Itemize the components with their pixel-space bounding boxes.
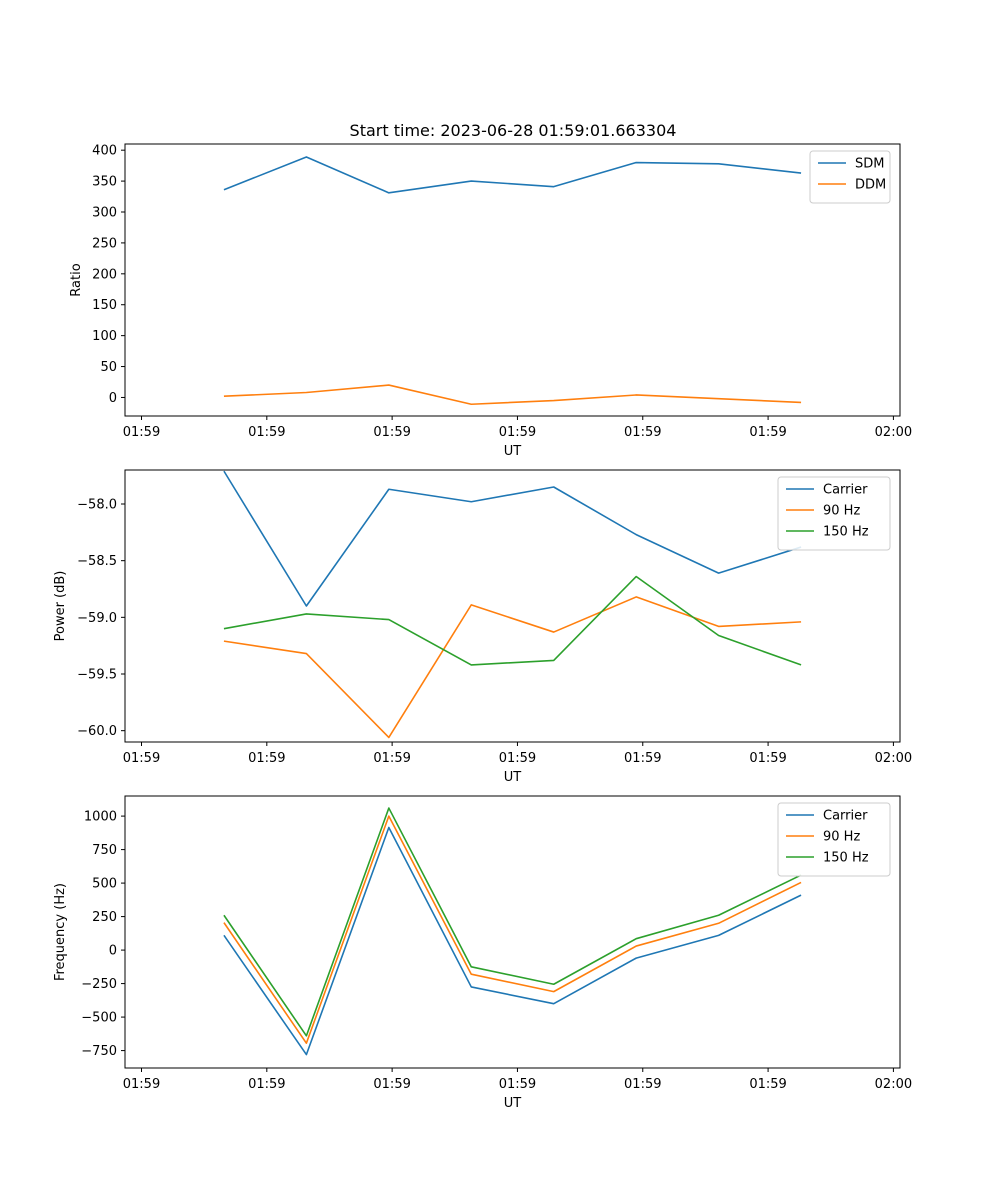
chart-0-y-tick-label: 200 <box>92 267 117 282</box>
chart-1-series-1-line <box>223 596 802 739</box>
chart-1-x-tick-label: 01:59 <box>123 751 160 766</box>
chart-2-legend-label: 90 Hz <box>823 830 860 845</box>
chart-0-legend-box <box>809 150 891 204</box>
chart-2-y-tick-label: −750 <box>81 1044 117 1059</box>
chart-1-x-tick-label: 01:59 <box>248 751 285 766</box>
chart-0-y-tick-label: 250 <box>92 236 117 251</box>
chart-2-x-axis-label: UT <box>504 1096 522 1111</box>
chart-2-legend: Carrier 90 Hz 150 Hz <box>777 802 891 877</box>
chart-0-axes-frame <box>124 143 901 417</box>
chart-2-legend-label: Carrier <box>823 809 868 824</box>
chart-0-x-tick-label: 01:59 <box>624 425 661 440</box>
chart-0-legend: SDM DDM <box>809 150 891 204</box>
chart-2-y-tick-label: −500 <box>81 1011 117 1026</box>
chart-2-series-2-line <box>223 807 802 1037</box>
chart-2-series-0-line <box>223 826 802 1056</box>
chart-0-legend-label: SDM <box>855 157 884 172</box>
chart-0-y-tick-label: 0 <box>109 391 117 406</box>
chart-2-y-tick-label: −250 <box>81 977 117 992</box>
chart-2-x-tick-label: 02:00 <box>875 1077 912 1092</box>
chart-1-y-tick-label: −59.0 <box>77 611 117 626</box>
chart-0-y-tick-label: 150 <box>92 298 117 313</box>
chart-0-x-tick-label: 02:00 <box>875 425 912 440</box>
chart-1-y-tick-label: −59.5 <box>77 668 117 683</box>
chart-2-y-axis-label: Frequency (Hz) <box>53 883 68 981</box>
chart-1-x-tick-label: 02:00 <box>875 751 912 766</box>
chart-2-series-1-line <box>223 815 802 1045</box>
chart-0-x-tick-label: 01:59 <box>499 425 536 440</box>
chart-2-x-tick-label: 01:59 <box>248 1077 285 1092</box>
chart-2-y-tick-label: 1000 <box>84 810 117 825</box>
chart-0-y-tick-label: 50 <box>100 360 117 375</box>
chart-2-panel: 01:59 01:59 01:59 01:59 01:59 01:59 02:00 −750 −… <box>53 795 912 1111</box>
chart-1-legend-label: 150 Hz <box>823 525 869 540</box>
chart-1-axes-frame <box>124 469 901 743</box>
chart-1-y-tick-label: −60.0 <box>77 724 117 739</box>
chart-1-x-axis-label: UT <box>504 770 522 785</box>
chart-1-y-tick-label: −58.5 <box>77 554 117 569</box>
chart-1-y-axis-label: Power (dB) <box>53 571 68 642</box>
chart-0-y-tick-label: 400 <box>92 144 117 159</box>
chart-2-y-tick-label: 250 <box>92 910 117 925</box>
chart-1-legend: Carrier 90 Hz 150 Hz <box>777 476 891 551</box>
chart-1-x-tick-label: 01:59 <box>749 751 786 766</box>
chart-1-series-0-line <box>223 470 802 607</box>
chart-2-legend-label: 150 Hz <box>823 851 869 866</box>
chart-2-x-tick-label: 01:59 <box>373 1077 410 1092</box>
chart-1-x-tick-label: 01:59 <box>624 751 661 766</box>
chart-2-y-tick-label: 750 <box>92 843 117 858</box>
chart-1-legend-label: Carrier <box>823 483 868 498</box>
chart-0-panel: 01:59 01:59 01:59 01:59 01:59 01:59 02:00 0 50 10… <box>69 143 912 459</box>
chart-2-y-tick-label: 500 <box>92 877 117 892</box>
chart-2-x-tick-label: 01:59 <box>123 1077 160 1092</box>
chart-1-x-tick-label: 01:59 <box>373 751 410 766</box>
chart-1-panel: 01:59 01:59 01:59 01:59 01:59 01:59 02:00 −60.0… <box>53 469 912 785</box>
chart-1-x-tick-label: 01:59 <box>499 751 536 766</box>
chart-0-x-tick-label: 01:59 <box>123 425 160 440</box>
chart-0-series-0-line <box>223 156 802 194</box>
chart-0-x-tick-label: 01:59 <box>248 425 285 440</box>
chart-0-y-tick-label: 100 <box>92 329 117 344</box>
chart-0-x-axis-label: UT <box>504 444 522 459</box>
chart-0-y-tick-label: 350 <box>92 175 117 190</box>
figure-title: Start time: 2023-06-28 01:59:01.663304 <box>350 121 677 140</box>
chart-2-x-tick-label: 01:59 <box>499 1077 536 1092</box>
chart-0-x-tick-label: 01:59 <box>749 425 786 440</box>
chart-2-axes-frame <box>124 795 901 1069</box>
chart-0-x-tick-label: 01:59 <box>373 425 410 440</box>
chart-0-y-axis-label: Ratio <box>69 263 84 296</box>
chart-1-y-tick-label: −58.0 <box>77 498 117 513</box>
chart-2-y-tick-label: 0 <box>109 944 117 959</box>
chart-1-legend-label: 90 Hz <box>823 504 860 519</box>
chart-2-x-tick-label: 01:59 <box>624 1077 661 1092</box>
chart-1-series-2-line <box>223 575 802 666</box>
chart-2-x-tick-label: 01:59 <box>749 1077 786 1092</box>
chart-0-legend-label: DDM <box>855 178 886 193</box>
chart-0-y-tick-label: 300 <box>92 206 117 221</box>
chart-0-series-1-line <box>223 384 802 406</box>
